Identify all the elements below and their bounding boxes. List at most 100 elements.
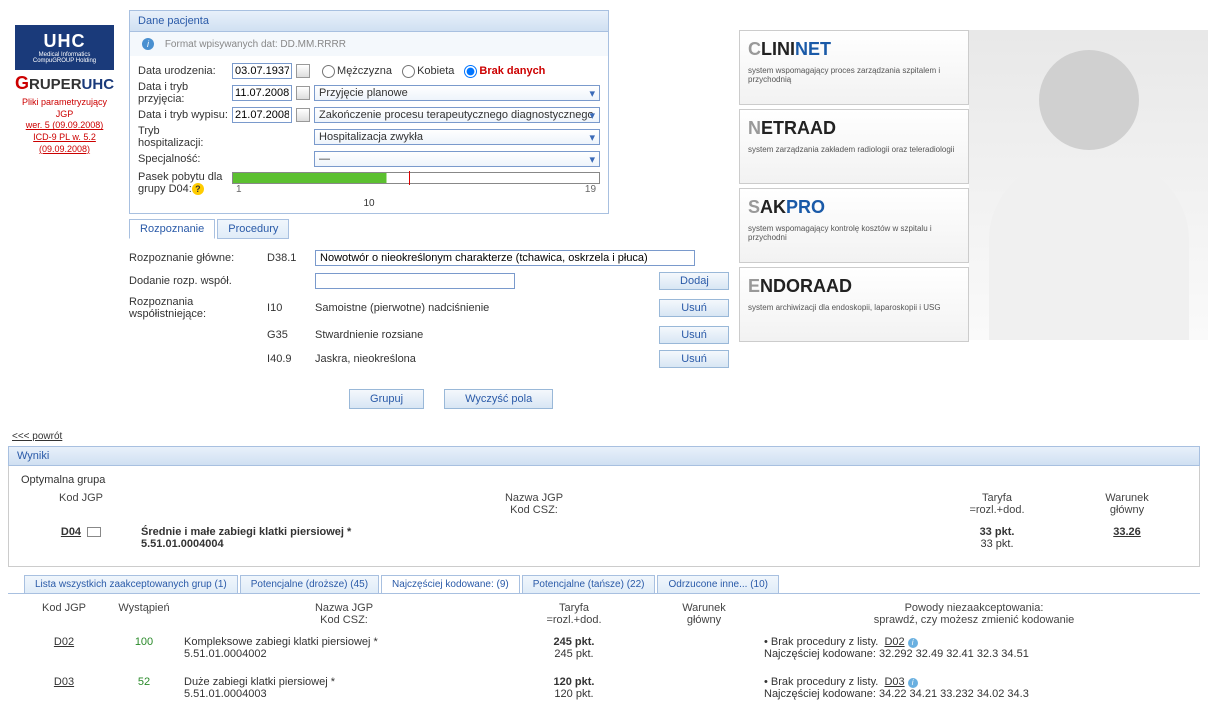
diag-desc: Stwardnienie rozsiane (315, 329, 651, 341)
adm-date-input[interactable] (232, 85, 292, 101)
diag-desc: Samoistne (pierwotne) nadciśnienie (315, 302, 651, 314)
stay-max: 19 (585, 184, 596, 195)
adm-label: Data i tryb przyjęcia: (138, 81, 228, 105)
results-title: Wyniki (8, 446, 1200, 466)
remove-button[interactable]: Usuń (659, 299, 729, 317)
clear-button[interactable]: Wyczyść pola (444, 389, 553, 409)
version-link[interactable]: wer. 5 (09.09.2008) (26, 120, 104, 130)
sex-male[interactable]: Mężczyzna (322, 65, 392, 78)
row-csz: 5.51.01.0004003 (184, 688, 504, 700)
tab-procedures[interactable]: Procedury (217, 219, 289, 239)
main-diag-label: Rozpoznanie główne: (129, 252, 259, 264)
hosp-mode-select[interactable]: Hospitalizacja zwykła (314, 129, 600, 145)
birth-label: Data urodzenia: (138, 65, 228, 77)
opt-kod-link[interactable]: D04 (61, 526, 81, 538)
calendar-icon[interactable] (296, 86, 310, 100)
sex-none[interactable]: Brak danych (464, 65, 545, 78)
header-taryfa-sub: =rozl.+dod. (927, 504, 1067, 516)
uhc-logo: UHC Medical Informatics CompuGROUP Holdi… (15, 25, 114, 70)
row-reason-link[interactable]: D03 (884, 676, 904, 688)
header-nazwa: Nazwa JGP (141, 492, 927, 504)
header-csz: Kod CSZ: (141, 504, 927, 516)
diagnosis-section: Rozpoznanie główne: D38.1 Dodanie rozp. … (129, 239, 729, 379)
tab-diagnosis[interactable]: Rozpoznanie (129, 219, 215, 239)
stay-label: Pasek pobytu dla grupy D04:? (138, 171, 228, 195)
row-reason: Brak procedury z listy. (771, 636, 878, 648)
result-tab-cheaper[interactable]: Potencjalne (tańsze) (22) (522, 575, 656, 593)
result-tab-rejected[interactable]: Odrzucone inne... (10) (657, 575, 779, 593)
header-warunek: Warunek (1067, 492, 1187, 504)
content-area: Dane pacjenta i Format wpisywanych dat: … (119, 10, 739, 419)
row-codes: 34.22 34.21 33.232 34.02 34.3 (879, 688, 1029, 700)
diag-tabs: Rozpoznanie Procedury (129, 219, 729, 239)
row-kod-link[interactable]: D03 (54, 676, 74, 688)
back-link[interactable]: <<< powrót (0, 429, 1208, 444)
info-icon: i (142, 38, 154, 50)
date-format-hint: i Format wpisywanych dat: DD.MM.RRRR (130, 32, 608, 56)
result-tab-frequent[interactable]: Najczęściej kodowane: (9) (381, 575, 520, 593)
result-tab-expensive[interactable]: Potencjalne (droższe) (45) (240, 575, 379, 593)
header-kod: Kod JGP (21, 492, 141, 516)
row-nazwa: Kompleksowe zabiegi klatki piersiowej * (184, 636, 504, 648)
dis-mode-select[interactable]: Zakończenie procesu terapeutycznego diag… (314, 107, 600, 123)
coexist-label: Rozpoznania współistniejące: (129, 296, 259, 320)
add-diag-input[interactable] (315, 273, 515, 289)
main-diag-input[interactable] (315, 250, 695, 266)
sub-header-wyst: Wystąpień (104, 602, 184, 626)
info-icon[interactable]: i (908, 638, 918, 648)
spec-label: Specjalność: (138, 153, 228, 165)
spec-select[interactable]: — (314, 151, 600, 167)
add-button[interactable]: Dodaj (659, 272, 729, 290)
icd-link[interactable]: ICD-9 PL w. 5.2 (09.09.2008) (33, 132, 96, 154)
info-icon[interactable]: i (908, 678, 918, 688)
remove-button[interactable]: Usuń (659, 326, 729, 344)
hosp-label: Tryb hospitalizacji: (138, 125, 228, 149)
ads-panel: CLININET system wspomagający proces zarz… (739, 10, 1208, 419)
ad-netraad[interactable]: NETRAAD system zarządzania zakładem radi… (739, 109, 969, 184)
opt-warunek-link[interactable]: 33.26 (1113, 526, 1141, 538)
action-buttons: Grupuj Wyczyść pola (129, 379, 729, 419)
row-wyst: 52 (104, 676, 184, 700)
row-codes: 32.292 32.49 32.41 32.3 34.51 (879, 648, 1029, 660)
results-panel: Wyniki Optymalna grupa Kod JGP Nazwa JGP… (8, 446, 1200, 714)
result-tab-accepted[interactable]: Lista wszystkich zaakceptowanych grup (1… (24, 575, 238, 593)
group-button[interactable]: Grupuj (349, 389, 424, 409)
optimal-group-title: Optymalna grupa (21, 474, 1187, 486)
adm-mode-select[interactable]: Przyjęcie planowe (314, 85, 600, 101)
calendar-icon[interactable] (296, 64, 310, 78)
calendar-icon[interactable] (296, 108, 310, 122)
row-taryfa: 245 pkt. (504, 636, 644, 648)
print-icon[interactable] (87, 527, 101, 537)
row-kod-link[interactable]: D02 (54, 636, 74, 648)
doctor-image (969, 30, 1208, 340)
diag-code: G35 (267, 329, 307, 341)
sex-female[interactable]: Kobieta (402, 65, 454, 78)
row-taryfa-sub: 245 pkt. (504, 648, 644, 660)
birth-input[interactable] (232, 63, 292, 79)
param-info: Pliki parametryzujący JGP wer. 5 (09.09.… (15, 97, 114, 155)
row-csz: 5.51.01.0004002 (184, 648, 504, 660)
opt-csz: 5.51.01.0004004 (141, 538, 927, 550)
stay-bar (232, 172, 600, 184)
ad-clininet[interactable]: CLININET system wspomagający proces zarz… (739, 30, 969, 105)
sidebar: UHC Medical Informatics CompuGROUP Holdi… (10, 10, 119, 419)
add-diag-label: Dodanie rozp. współ. (129, 275, 259, 287)
diag-code: I10 (267, 302, 307, 314)
ad-endoraad[interactable]: ENDORAAD system archiwizacji dla endosko… (739, 267, 969, 342)
diag-code: I40.9 (267, 353, 307, 365)
help-icon[interactable]: ? (192, 183, 204, 195)
panel-title: Dane pacjenta (130, 11, 608, 32)
main-diag-code: D38.1 (267, 252, 307, 264)
row-wyst: 100 (104, 636, 184, 660)
remove-button[interactable]: Usuń (659, 350, 729, 368)
sub-header-powody: Powody niezaakceptowania: (764, 602, 1184, 614)
row-reason-link[interactable]: D02 (884, 636, 904, 648)
row-taryfa: 120 pkt. (504, 676, 644, 688)
sub-header-powody-sub: sprawdź, czy możesz zmienić kodowanie (764, 614, 1184, 626)
ad-sakpro[interactable]: SAKPRO system wspomagający kontrolę kosz… (739, 188, 969, 263)
dis-date-input[interactable] (232, 107, 292, 123)
result-tabs: Lista wszystkich zaakceptowanych grup (1… (8, 575, 1200, 594)
sub-header-kod: Kod JGP (24, 602, 104, 626)
header-taryfa: Taryfa (927, 492, 1067, 504)
opt-taryfa-sub: 33 pkt. (927, 538, 1067, 550)
